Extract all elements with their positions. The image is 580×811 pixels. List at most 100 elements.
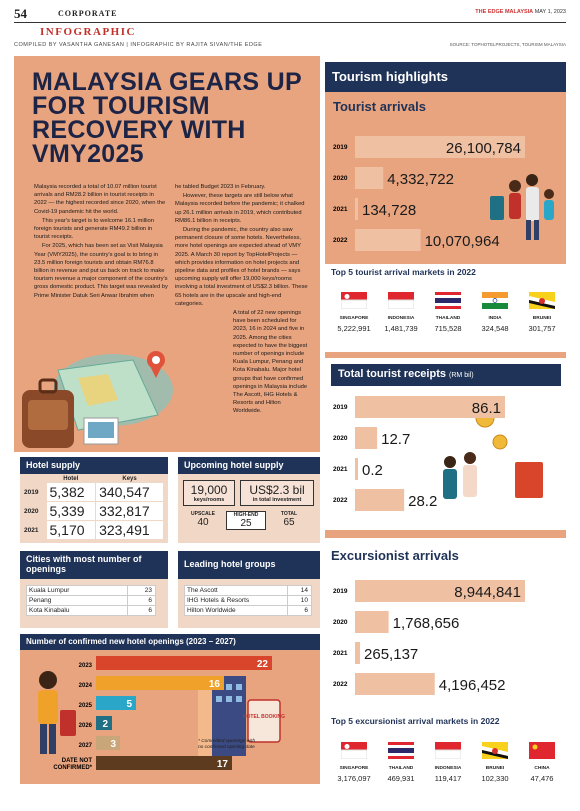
value-label: 1,768,656 bbox=[393, 615, 460, 632]
country-value: 469,931 bbox=[387, 774, 415, 783]
brunei-flag-icon bbox=[482, 742, 508, 759]
city-value: 23 bbox=[127, 585, 156, 596]
top5-arrivals-title: Top 5 tourist arrival markets in 2022 bbox=[331, 267, 476, 277]
year-label: 2020 bbox=[333, 435, 348, 442]
value-label: 265,137 bbox=[364, 646, 418, 663]
year-label: 2020 bbox=[333, 619, 348, 626]
country-name: INDONESIA bbox=[387, 316, 415, 321]
page-number: 54 bbox=[14, 6, 27, 21]
year-label: DATE NOT bbox=[62, 758, 93, 764]
country-name: THAILAND bbox=[435, 316, 461, 321]
hotel-cell: 5,382 bbox=[45, 482, 97, 502]
year-label: 2024 bbox=[79, 683, 93, 689]
bar bbox=[355, 396, 505, 418]
singapore-flag-icon bbox=[340, 742, 368, 760]
country-value: 324,548 bbox=[481, 324, 509, 333]
col-keys-header: Keys bbox=[122, 476, 137, 482]
group-name: The Ascott bbox=[184, 585, 288, 596]
year-cell: 2019 bbox=[24, 488, 39, 496]
country-value: 47,476 bbox=[530, 774, 554, 783]
value-label: 8,944,841 bbox=[454, 584, 521, 601]
chart-footnote: * Committed openings with no confirmed o… bbox=[198, 738, 256, 750]
excursionist-chart: 2019 8,944,841 2020 1,768,656 2021 265,137 202… bbox=[333, 580, 525, 695]
city-name: Kota Kinabalu bbox=[26, 605, 128, 616]
year-label: 2019 bbox=[333, 588, 348, 595]
country-name: THAILAND bbox=[388, 766, 414, 771]
kicker: INFOGRAPHIC bbox=[40, 26, 136, 38]
value-label: 3 bbox=[110, 739, 116, 750]
value-label: 26,100,784 bbox=[446, 140, 521, 157]
year-label: 2021 bbox=[333, 466, 348, 473]
country-value: 715,528 bbox=[434, 324, 462, 333]
investment-value: US$2.3 bil bbox=[249, 483, 305, 497]
country-value: 1,481,739 bbox=[384, 324, 418, 333]
year-label: 2025 bbox=[79, 703, 93, 709]
group-value: 6 bbox=[287, 605, 312, 616]
new-openings-title: Number of confirmed new hotel openings (… bbox=[20, 634, 320, 650]
upscale-label: UPSCALE bbox=[191, 511, 215, 517]
year-cell: 2021 bbox=[24, 526, 39, 534]
brunei-flag-icon bbox=[529, 292, 555, 309]
section-name: CORPORATE bbox=[58, 9, 118, 18]
cities-title: Cities with most number of openings bbox=[20, 551, 168, 579]
value-label: 0.2 bbox=[362, 462, 383, 479]
year-label: 2022 bbox=[333, 237, 348, 244]
year-label: 2020 bbox=[333, 175, 348, 182]
indonesia-flag-icon bbox=[387, 292, 415, 310]
table-row: The Ascott 14 bbox=[184, 585, 312, 596]
value-label: 16 bbox=[209, 679, 221, 690]
headline: MALAYSIA GEARS UP FOR TOURISM RECOVERY W… bbox=[32, 68, 302, 168]
paragraph: During the pandemic, the country also sa… bbox=[175, 227, 308, 307]
tourism-title: Tourism highlights bbox=[325, 62, 566, 92]
family-illustration bbox=[490, 174, 554, 240]
table-row: Kota Kinabalu 6 bbox=[26, 605, 156, 616]
keys-label: keys/rooms bbox=[193, 497, 225, 503]
bar bbox=[96, 756, 232, 770]
table-row: 2019 5,382 340,547 bbox=[24, 482, 164, 502]
year-label: 2027 bbox=[79, 743, 93, 749]
table-row: Kuala Lumpur 23 bbox=[26, 585, 156, 596]
arrivals-title: Tourist arrivals bbox=[333, 99, 426, 114]
flag bbox=[529, 292, 555, 309]
value-label: 86.1 bbox=[472, 400, 501, 417]
keys-cell: 340,547 bbox=[95, 482, 164, 502]
table-row: Hilton Worldwide 6 bbox=[184, 605, 312, 616]
paragraph: This year's target is to welcome 16.1 mi… bbox=[34, 217, 154, 241]
total-stat: TOTAL 65 bbox=[269, 511, 309, 530]
thailand-flag-icon bbox=[388, 742, 414, 759]
flag bbox=[482, 742, 508, 759]
city-name: Kuala Lumpur bbox=[26, 585, 128, 596]
bar bbox=[355, 489, 405, 511]
flag bbox=[435, 292, 461, 309]
value-label: 4,196,452 bbox=[439, 677, 506, 694]
top5-excursionist-list: SINGAPORE 3,176,097 THAILAND 469,931 INDONES… bbox=[325, 732, 566, 802]
investment-label: in total investment bbox=[252, 497, 302, 503]
thailand-flag-icon bbox=[435, 292, 461, 309]
country-name: INDONESIA bbox=[434, 766, 462, 771]
table-row: IHG Hotels & Resorts 10 bbox=[184, 595, 312, 606]
value-label: 28.2 bbox=[408, 493, 437, 510]
country-value: 3,176,097 bbox=[337, 774, 371, 783]
year-label: 2021 bbox=[333, 206, 348, 213]
source-note: SOURCE: TOPHOTELPROJECTS, TOURISM MALAYS… bbox=[449, 42, 566, 47]
col-hotel-header: Hotel bbox=[63, 476, 79, 482]
value-label: 4,332,722 bbox=[387, 171, 454, 188]
flag bbox=[388, 742, 414, 759]
group-name: Hilton Worldwide bbox=[184, 605, 288, 616]
masthead: THE EDGE MALAYSIA MAY 1, 2023 bbox=[475, 9, 566, 15]
bar bbox=[355, 611, 389, 633]
flag bbox=[340, 742, 368, 760]
new-openings-chart: HOTEL BOOKING * Committed openings with … bbox=[38, 656, 285, 771]
bar bbox=[96, 676, 224, 690]
year-label: 2019 bbox=[333, 404, 348, 411]
bar bbox=[355, 642, 361, 664]
group-name: IHG Hotels & Resorts bbox=[184, 595, 288, 606]
country-value: 301,757 bbox=[528, 324, 556, 333]
investment-stat: US$2.3 bil in total investment bbox=[240, 480, 314, 506]
hotel-supply-title: Hotel supply bbox=[20, 457, 168, 474]
upcoming-supply-title: Upcoming hotel supply bbox=[178, 457, 320, 474]
value-label: 2 bbox=[102, 719, 108, 730]
keys-cell: 332,817 bbox=[95, 501, 164, 521]
table-row: 2020 5,339 332,817 bbox=[24, 501, 164, 521]
paragraph: he tabled Budget 2023 in February. bbox=[175, 184, 266, 190]
